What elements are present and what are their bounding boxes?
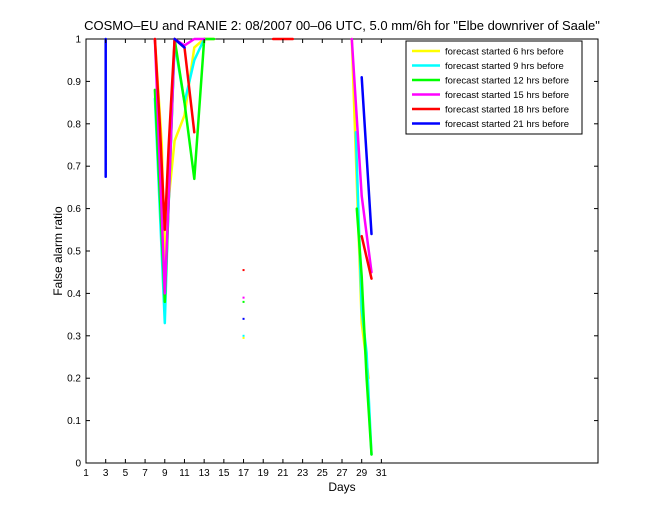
- x-tick-label-2: 5: [123, 468, 129, 479]
- series-5-line-1: [173, 37, 186, 49]
- y-tick-label-10: 1: [75, 35, 81, 46]
- y-tick-label-2: 0.2: [67, 374, 81, 385]
- series-5-line-3: [360, 75, 373, 236]
- x-tick-label-14: 29: [356, 468, 368, 479]
- series-2-point-2: [242, 300, 245, 303]
- legend-label-3: forecast started 15 hrs before: [445, 90, 569, 101]
- series-3-point-2: [242, 296, 245, 299]
- x-tick-label-9: 19: [258, 468, 270, 479]
- y-axis-label: False alarm ratio: [51, 206, 65, 296]
- series-5-point-2: [242, 317, 245, 320]
- x-tick-label-10: 21: [277, 468, 289, 479]
- x-tick-label-13: 27: [336, 468, 348, 479]
- x-tick-label-11: 23: [297, 468, 309, 479]
- series-layer: [104, 37, 373, 456]
- tick-layer: 1 3 5 7 9 11 13 15 17 19 21 23 25 27 29 3100.10.20.30.4…: [67, 35, 598, 479]
- series-2-line-3: [355, 207, 373, 456]
- x-tick-label-12: 25: [317, 468, 329, 479]
- series-3-line-3: [350, 37, 373, 274]
- x-axis-label: Days: [328, 480, 355, 494]
- x-tick-label-3: 7: [142, 468, 148, 479]
- x-tick-label-8: 17: [238, 468, 250, 479]
- x-tick-label-4: 9: [162, 468, 168, 479]
- legend-label-5: forecast started 21 hrs before: [445, 119, 569, 130]
- y-tick-label-9: 0.9: [67, 77, 81, 88]
- x-tick-label-5: 11: [179, 468, 190, 479]
- legend-box: [405, 40, 583, 135]
- series-1-point-2: [242, 334, 245, 337]
- x-tick-label-6: 13: [199, 468, 211, 479]
- series-0-point-2: [242, 336, 245, 339]
- y-tick-label-8: 0.8: [67, 119, 81, 130]
- series-4-point-2: [242, 269, 245, 272]
- chart-title: COSMO–EU and RANIE 2: 08/2007 00–06 UTC,…: [84, 18, 600, 33]
- x-tick-label-15: 31: [376, 468, 388, 479]
- y-tick-label-4: 0.4: [67, 289, 81, 300]
- legend-label-1: forecast started 9 hrs before: [445, 61, 564, 72]
- y-tick-label-7: 0.7: [67, 162, 81, 173]
- y-tick-label-0: 0: [75, 459, 81, 470]
- legend-label-2: forecast started 12 hrs before: [445, 76, 569, 87]
- y-tick-label-6: 0.6: [67, 204, 81, 215]
- x-tick-label-1: 3: [103, 468, 109, 479]
- legend: forecast started 6 hrs before forecast st…: [405, 40, 583, 135]
- y-tick-label-1: 0.1: [67, 416, 81, 427]
- y-tick-label-5: 0.5: [67, 247, 81, 258]
- x-tick-label-7: 15: [218, 468, 230, 479]
- legend-label-4: forecast started 18 hrs before: [445, 105, 569, 116]
- series-4-line-4: [360, 234, 373, 280]
- x-tick-label-0: 1: [83, 468, 89, 479]
- legend-label-0: forecast started 6 hrs before: [445, 47, 564, 58]
- y-tick-label-3: 0.3: [67, 331, 81, 342]
